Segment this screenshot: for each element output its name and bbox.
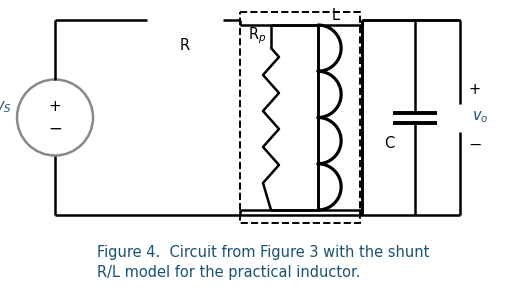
Text: v$_o$: v$_o$ <box>472 110 489 125</box>
Text: L: L <box>332 8 340 23</box>
Text: v$_S$: v$_S$ <box>0 100 12 116</box>
Text: +: + <box>48 99 61 114</box>
Text: Figure 4.  Circuit from Figure 3 with the shunt
R/L model for the practical indu: Figure 4. Circuit from Figure 3 with the… <box>97 245 430 280</box>
Text: −: − <box>468 138 481 153</box>
Text: R: R <box>180 38 190 53</box>
Bar <box>240 12 360 223</box>
Text: C: C <box>384 136 394 152</box>
Text: −: − <box>48 120 62 138</box>
Text: +: + <box>468 82 480 97</box>
Text: R$_p$: R$_p$ <box>248 25 266 46</box>
